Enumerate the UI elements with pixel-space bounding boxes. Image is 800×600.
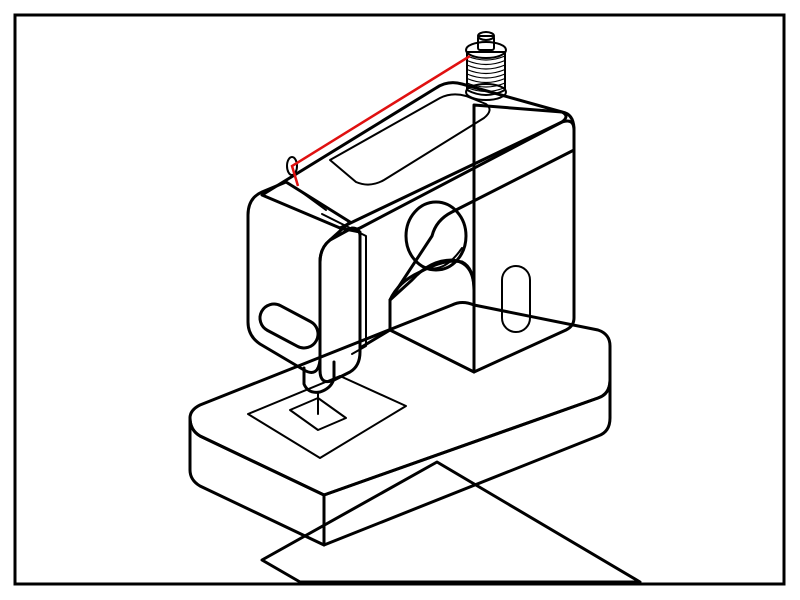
feed-dog-slot (289, 397, 347, 431)
spool-winding (466, 86, 506, 93)
spool-winding (466, 64, 506, 70)
machine-base (188, 301, 612, 547)
thread-line (290, 54, 471, 187)
needle-plate (247, 375, 407, 459)
spool-winding (466, 59, 506, 66)
handwheel (404, 200, 468, 272)
spool-thread (466, 51, 506, 96)
side-window (501, 265, 531, 333)
machine-head (246, 156, 367, 384)
spool-winding (466, 77, 506, 84)
head-window (258, 302, 320, 350)
thread-guide (286, 156, 298, 176)
fabric-sheet (260, 460, 642, 584)
spool-winding (466, 73, 506, 79)
thread-spool (465, 31, 507, 101)
top-panel (329, 93, 491, 186)
spool-winding (466, 82, 506, 88)
needle-assembly (302, 360, 336, 415)
spool-winding (466, 68, 506, 75)
